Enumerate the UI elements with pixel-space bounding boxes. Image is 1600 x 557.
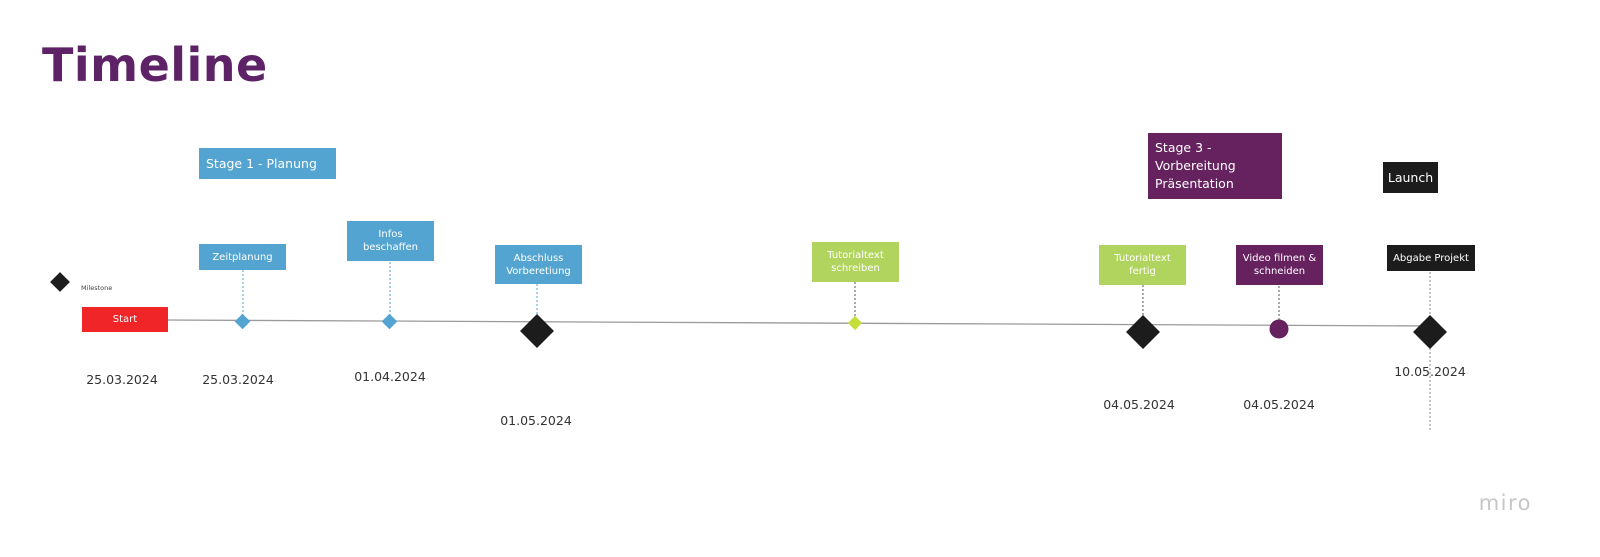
legend-label: Milestone <box>81 284 113 292</box>
miro-watermark: miro <box>1478 491 1532 515</box>
event-label: Tutorialtext fertig <box>1099 245 1186 285</box>
marker-infos <box>381 313 398 330</box>
event-label: Video filmen & schneiden <box>1236 245 1323 285</box>
event-date: 04.05.2024 <box>1103 397 1175 412</box>
event-label: Infos beschaffen <box>347 221 434 261</box>
event-label: Tutorialtext schreiben <box>812 242 899 282</box>
marker-zeitplanung <box>234 313 251 330</box>
stage-1-header: Stage 1 - Planung <box>199 148 336 179</box>
marker-abgabe <box>1413 315 1447 349</box>
event-label: Abschluss Vorberetiung <box>495 245 582 284</box>
event-label: Abgabe Projekt <box>1387 245 1475 271</box>
event-date: 10.05.2024 <box>1394 364 1466 379</box>
legend-milestone-icon <box>50 272 70 292</box>
marker-video <box>1269 319 1289 339</box>
event-label: Zeitplanung <box>199 244 286 270</box>
marker-abschluss <box>520 314 554 348</box>
start-date: 25.03.2024 <box>86 372 158 387</box>
marker-tutorialtext-schreiben <box>847 315 863 331</box>
timeline-axis <box>164 319 1433 327</box>
start-box: Start <box>82 307 168 332</box>
event-date: 01.05.2024 <box>500 413 572 428</box>
launch-header: Launch <box>1383 162 1438 193</box>
marker-tutorialtext-fertig <box>1126 315 1160 349</box>
event-date: 04.05.2024 <box>1243 397 1315 412</box>
event-date: 25.03.2024 <box>202 372 274 387</box>
event-date: 01.04.2024 <box>354 369 426 384</box>
stage-3-header: Stage 3 - Vorbereitung Präsentation <box>1148 133 1282 199</box>
page-title: Timeline <box>42 38 268 92</box>
